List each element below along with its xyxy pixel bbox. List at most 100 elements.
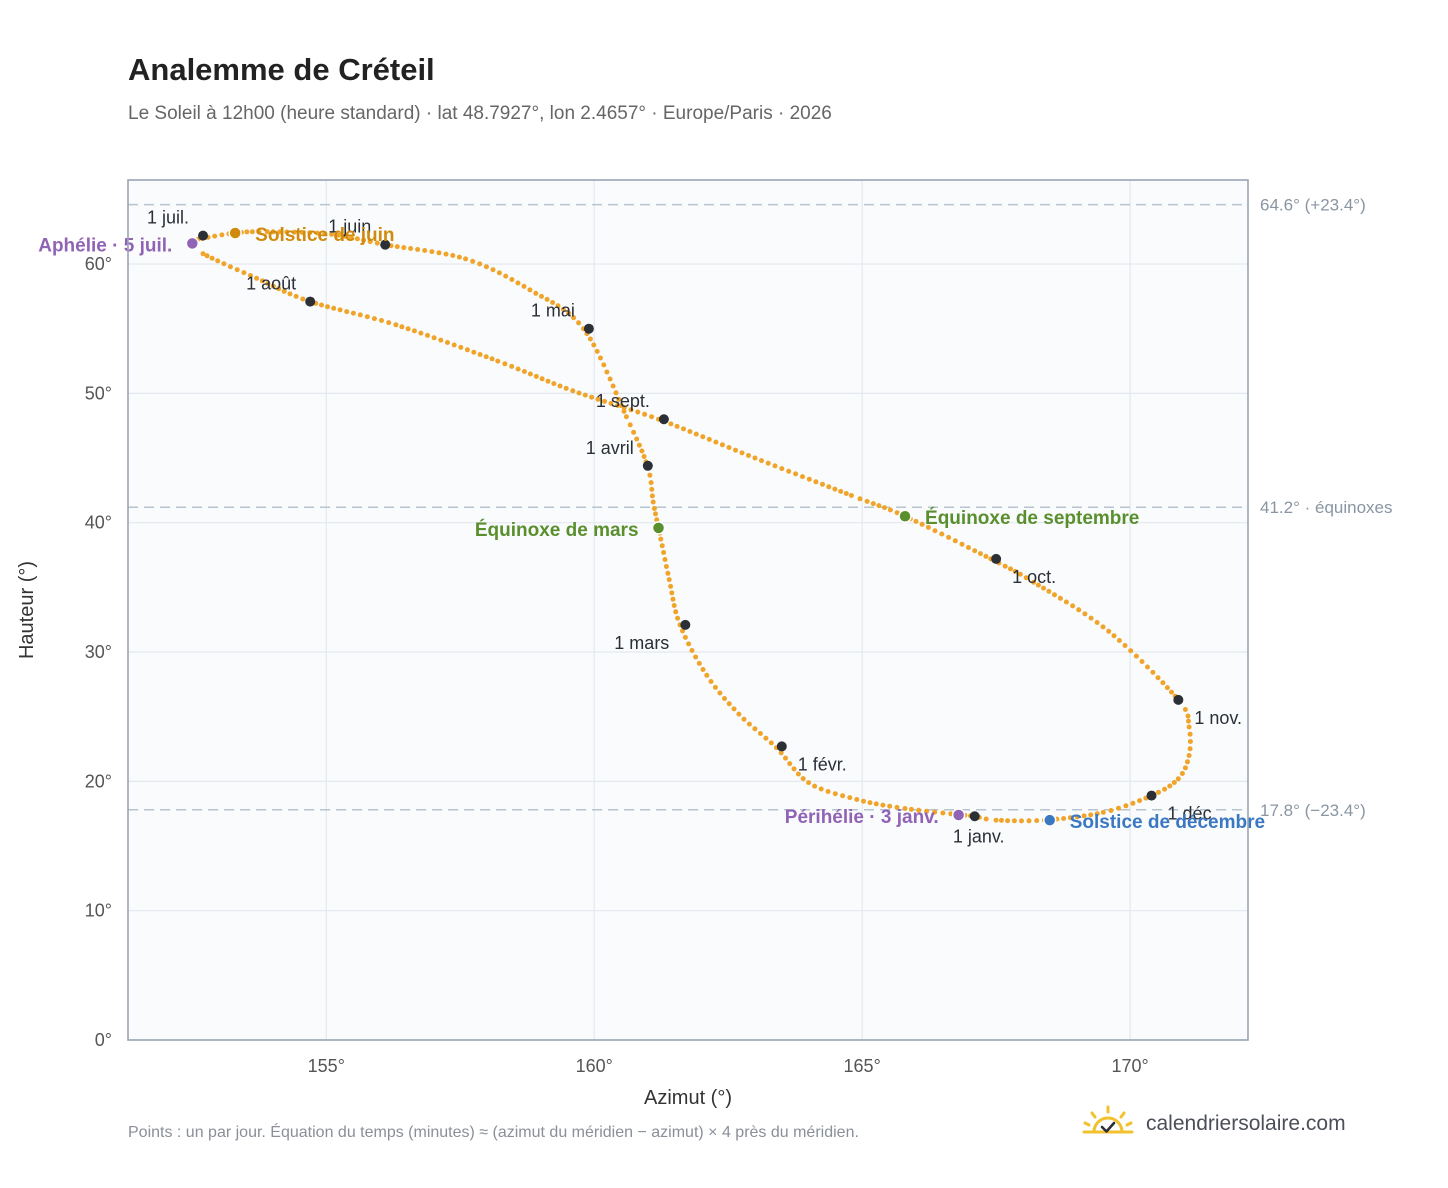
reference-line-label: 64.6° (+23.4°) [1260, 196, 1366, 215]
daily-point [503, 273, 509, 279]
daily-point [783, 755, 788, 761]
daily-point [1175, 776, 1181, 782]
daily-point [566, 310, 572, 316]
daily-point [913, 518, 919, 524]
daily-point [983, 553, 989, 559]
daily-point [700, 667, 706, 672]
daily-point [820, 481, 825, 487]
daily-point [509, 363, 515, 369]
daily-point [582, 392, 588, 398]
daily-point [1156, 789, 1161, 795]
month-marker [776, 741, 787, 752]
daily-point [952, 538, 958, 544]
daily-point [527, 371, 533, 377]
month-marker [1146, 790, 1157, 801]
daily-point [880, 802, 886, 808]
daily-point [1185, 713, 1191, 719]
daily-point [281, 288, 287, 294]
y-tick-label: 30° [85, 642, 112, 662]
daily-point [924, 808, 930, 814]
daily-point [209, 255, 215, 261]
daily-point [470, 258, 476, 264]
brand-name: calendriersolaire.com [1146, 1112, 1346, 1135]
daily-point [415, 247, 421, 252]
daily-point [386, 320, 392, 326]
daily-point [539, 376, 545, 382]
daily-point [550, 300, 556, 305]
daily-point [1081, 813, 1087, 819]
daily-point [673, 609, 679, 615]
reference-line-label: 17.8° (−23.4°) [1260, 801, 1366, 820]
event-label: Solstice de décembre [1070, 812, 1265, 833]
daily-point [623, 414, 629, 420]
y-axis-label: Hauteur (°) [16, 561, 38, 659]
daily-point [674, 423, 680, 429]
daily-point [331, 305, 337, 311]
daily-point [364, 314, 370, 320]
daily-point [591, 342, 597, 348]
daily-point [393, 322, 399, 328]
daily-point [616, 396, 622, 402]
daily-point [342, 233, 348, 239]
daily-point [1186, 753, 1192, 758]
daily-point [293, 293, 299, 299]
daily-point [307, 230, 313, 236]
daily-point [666, 577, 672, 583]
daily-point [706, 436, 712, 442]
daily-point [436, 250, 442, 256]
month-marker [969, 811, 980, 822]
daily-point [1106, 628, 1112, 634]
daily-point [1008, 566, 1013, 572]
daily-point [752, 726, 758, 732]
daily-point [521, 369, 527, 374]
daily-point [604, 369, 610, 375]
daily-point [1145, 664, 1150, 670]
daily-point [367, 239, 373, 245]
daily-point [422, 248, 428, 253]
daily-point [1164, 685, 1170, 691]
daily-point [299, 229, 305, 235]
daily-point [978, 551, 983, 557]
daily-point [806, 780, 812, 786]
daily-point [647, 472, 653, 478]
daily-point [1116, 638, 1122, 643]
daily-point [489, 356, 495, 362]
daily-point [502, 361, 508, 367]
daily-point [1076, 607, 1082, 613]
daily-point [843, 491, 849, 496]
daily-point [374, 240, 380, 246]
daily-point [1187, 739, 1193, 744]
daily-point [825, 789, 831, 794]
y-tick-label: 20° [85, 771, 112, 791]
month-label: 1 avril [586, 438, 634, 458]
daily-point [284, 229, 290, 235]
daily-point [256, 229, 262, 235]
daily-point [483, 354, 489, 360]
daily-point [1111, 633, 1117, 639]
daily-point [371, 316, 377, 322]
x-tick-label: 170° [1111, 1056, 1148, 1076]
daily-point [650, 499, 656, 505]
daily-point [876, 503, 882, 509]
daily-point [576, 320, 582, 326]
daily-point [1187, 746, 1193, 752]
month-marker [642, 460, 653, 471]
daily-point [793, 471, 799, 477]
daily-point [634, 436, 640, 442]
daily-point [219, 232, 225, 238]
daily-point [713, 439, 719, 445]
daily-point [515, 366, 521, 372]
daily-point [1088, 615, 1094, 621]
daily-point [959, 541, 965, 547]
daily-point [300, 296, 306, 302]
daily-point [722, 696, 727, 701]
daily-point [401, 245, 407, 251]
daily-point [861, 798, 866, 804]
daily-point [1017, 571, 1023, 577]
daily-point [533, 290, 539, 296]
daily-point [818, 786, 824, 792]
daily-point [608, 400, 614, 406]
daily-point [864, 498, 870, 504]
daily-point [894, 804, 900, 810]
daily-point [795, 771, 801, 777]
